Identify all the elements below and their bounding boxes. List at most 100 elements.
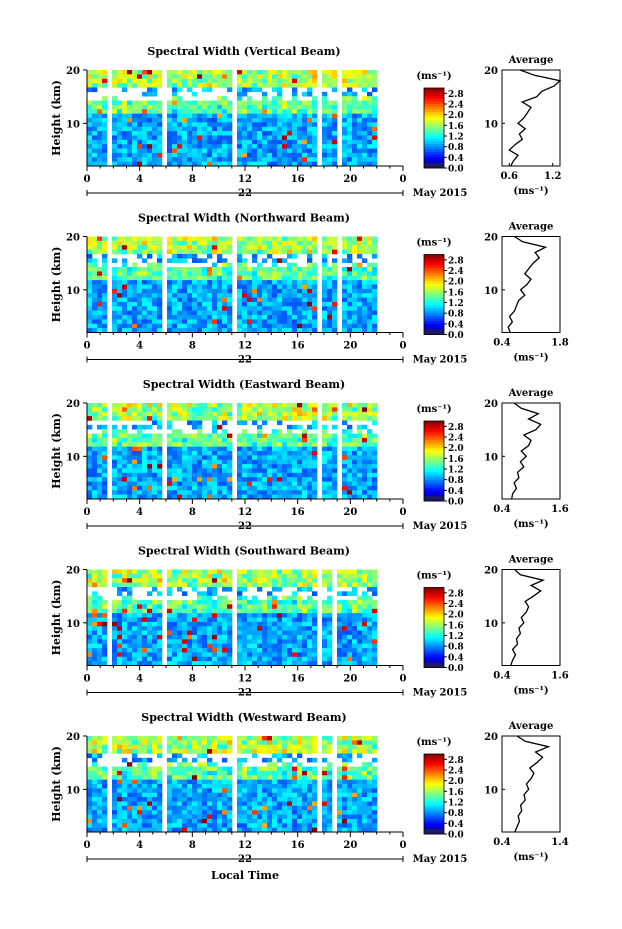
heatmap-cell (297, 485, 303, 491)
heatmap-cell (357, 297, 363, 303)
heatmap-cell (247, 613, 253, 618)
heatmap-cell (182, 122, 188, 128)
heatmap-cell (192, 459, 198, 465)
heatmap-cell (92, 152, 98, 158)
heatmap-cell (127, 656, 133, 662)
heatmap-cell (197, 630, 203, 636)
heatmap-cell (172, 104, 178, 110)
heatmap-cell (277, 157, 283, 162)
heatmap-cell (167, 613, 173, 618)
heatmap-cell (247, 437, 253, 443)
heatmap-cell (92, 749, 98, 754)
heatmap-cell (362, 416, 368, 421)
heatmap-cell (197, 249, 203, 255)
heatmap-cell (132, 770, 138, 776)
heatmap-cell (367, 656, 373, 662)
heatmap-cell (307, 424, 313, 430)
heatmap-cell (347, 643, 353, 649)
heatmap-cell (312, 481, 318, 487)
heatmap-cell (352, 643, 358, 649)
heatmap-cell (272, 306, 278, 311)
heatmap-cell (197, 648, 203, 653)
heatmap-cell (147, 823, 153, 828)
heatmap-cell (242, 280, 248, 285)
heatmap-cell (192, 433, 198, 439)
heatmap-cell (252, 74, 258, 80)
heatmap-cell (132, 288, 138, 294)
heatmap-cell (372, 96, 378, 101)
heatmap-cell (182, 284, 188, 290)
heatmap-cell (167, 433, 173, 439)
heatmap-cell (212, 144, 218, 149)
heatmap-cell (242, 104, 248, 110)
heatmap-cell (207, 451, 213, 456)
heatmap-cell (117, 472, 123, 478)
heatmap-cell (167, 288, 173, 294)
heatmap-cell (92, 744, 98, 750)
heatmap-cell (282, 490, 288, 495)
heatmap-cell (202, 139, 208, 145)
heatmap-cell (372, 569, 378, 575)
heatmap-cell (322, 328, 328, 333)
heatmap-cell (297, 446, 303, 452)
heatmap-cell (267, 253, 273, 259)
heatmap-cell (142, 749, 148, 754)
colorbar-swatch (424, 437, 444, 441)
colorbar-swatch (424, 270, 444, 274)
heatmap-cell (172, 78, 178, 84)
colorbar-swatch (424, 125, 444, 129)
heatmap-cell (92, 83, 98, 88)
heatmap-cell (132, 784, 138, 789)
heatmap-cell (267, 477, 273, 482)
heatmap-cell (237, 604, 243, 610)
heatmap-cell (292, 249, 298, 255)
heatmap-cell (87, 490, 93, 495)
heatmap-cell (372, 109, 378, 114)
heatmap-cell (172, 608, 178, 614)
heatmap-cell (182, 240, 188, 246)
heatmap-cell (137, 656, 143, 662)
heatmap-cell (127, 433, 133, 439)
heatmap-cell (362, 104, 368, 110)
colorbar-tick-label: 2.0 (448, 444, 464, 454)
heatmap-cell (217, 288, 223, 294)
heatmap-cell (167, 652, 173, 658)
heatmap-cell (302, 608, 308, 614)
heatmap-cell (227, 144, 233, 149)
heatmap-cell (367, 109, 373, 114)
heatmap-cell (372, 144, 378, 149)
heatmap-cell (252, 617, 258, 623)
heatmap-cell (262, 240, 268, 246)
heatmap-cell (252, 284, 258, 290)
heatmap-cell (217, 258, 223, 263)
x-tick-label: 0 (84, 174, 91, 185)
heatmap-cell (332, 490, 338, 495)
heatmap-cell (87, 328, 93, 333)
heatmap-cell (372, 122, 378, 128)
heatmap-cell (87, 275, 93, 281)
heatmap-cell (142, 139, 148, 145)
heatmap-cell (307, 600, 313, 605)
heatmap-cell (267, 280, 273, 285)
heatmap-cell (112, 477, 118, 482)
heatmap-cell (372, 652, 378, 658)
heatmap-cell (172, 113, 178, 119)
heatmap-cell (92, 437, 98, 443)
heatmap-cell (277, 267, 283, 272)
heatmap-cell (242, 258, 248, 263)
heatmap-cell (152, 749, 158, 754)
heatmap-cell (292, 661, 298, 666)
heatmap-cell (372, 639, 378, 644)
heatmap-cell (237, 323, 243, 329)
heatmap-cell (182, 271, 188, 277)
heatmap-cell (372, 148, 378, 154)
heatmap-cell (362, 139, 368, 145)
heatmap-cell (332, 485, 338, 491)
heatmap-cell (147, 814, 153, 820)
heatmap-cell (117, 744, 123, 750)
average-x-tick-label: 1.6 (551, 504, 568, 515)
heatmap-cell (367, 152, 373, 158)
heatmap-cell (292, 621, 298, 627)
heatmap-cell (97, 310, 103, 316)
heatmap-cell (97, 297, 103, 303)
